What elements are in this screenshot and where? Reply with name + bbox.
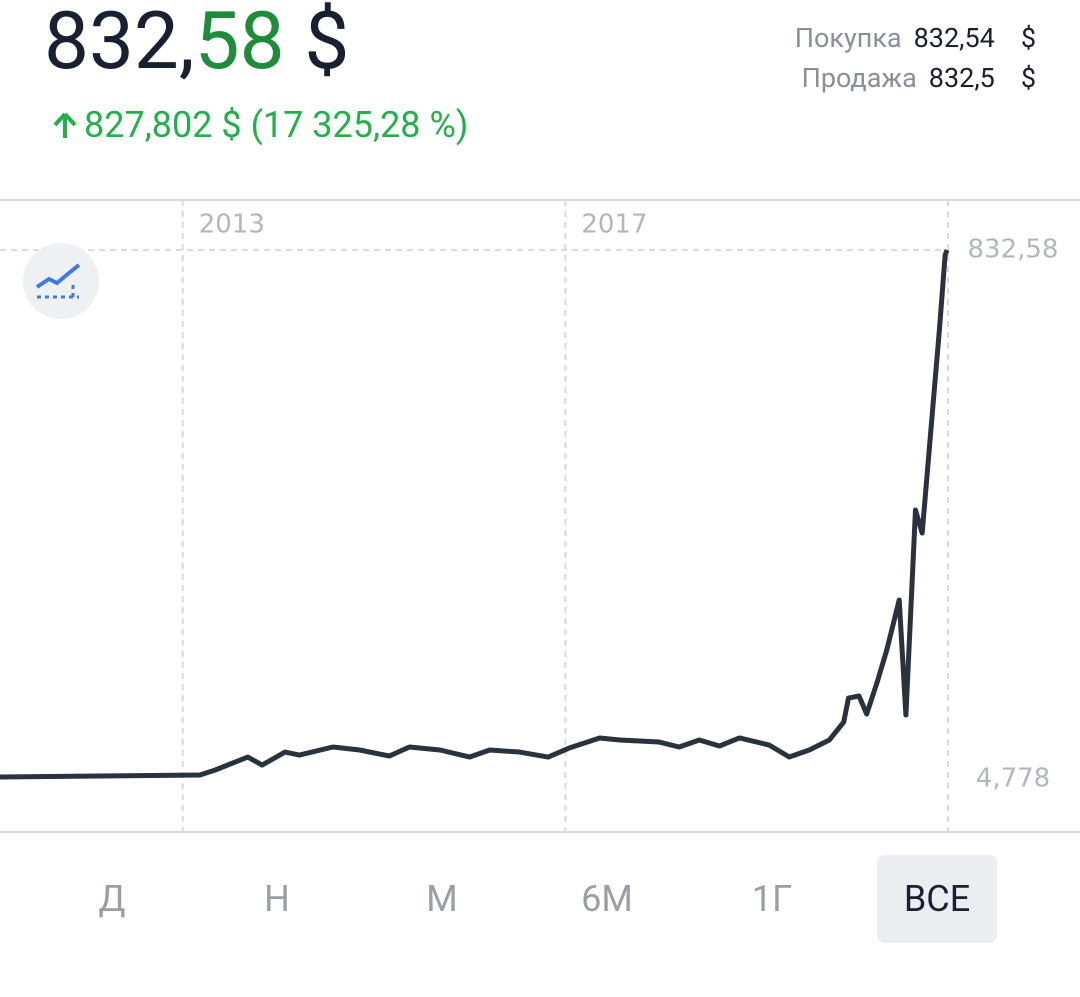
quote-currency: $ <box>1020 22 1036 54</box>
quote-row: Покупка 832,54 $ <box>795 22 1036 54</box>
quote-currency: $ <box>1020 62 1036 94</box>
range-button[interactable]: 6М <box>581 878 633 920</box>
quote-label: Покупка <box>794 22 902 54</box>
change: 827,802 $ (17 325,28 %) <box>52 104 468 146</box>
range-selector: Д Н М 6М 1Г ВСЕ <box>40 855 1040 943</box>
chart: 2013 2017 832,58 4,778 <box>0 199 1080 833</box>
y-tick-label: 4,778 <box>976 764 1050 794</box>
change-text: 827,802 $ (17 325,28 %) <box>84 104 469 146</box>
price-currency: $ <box>304 0 350 88</box>
up-arrow-icon <box>53 112 77 138</box>
range-button[interactable]: М <box>426 878 458 920</box>
price: 832,58 $ <box>44 0 349 88</box>
x-tick-label: 2013 <box>199 210 265 240</box>
range-button[interactable]: Д <box>98 878 126 920</box>
quote-label: Продажа <box>801 62 917 94</box>
price-line <box>0 249 950 780</box>
chart-type-button[interactable] <box>23 243 99 319</box>
range-button[interactable]: ВСЕ <box>877 855 997 943</box>
trend-icon <box>35 263 81 299</box>
y-tick-label: 832,58 <box>968 234 1059 264</box>
quote-value: 832,54 <box>913 22 995 54</box>
x-tick-label: 2017 <box>581 210 647 240</box>
range-button[interactable]: Н <box>264 878 290 920</box>
quote-row: Продажа 832,5 $ <box>802 62 1036 94</box>
range-button[interactable]: 1Г <box>751 878 793 920</box>
price-fraction: 58 <box>194 0 285 88</box>
quote-value: 832,5 <box>928 62 995 94</box>
price-main: 832, <box>44 0 195 88</box>
